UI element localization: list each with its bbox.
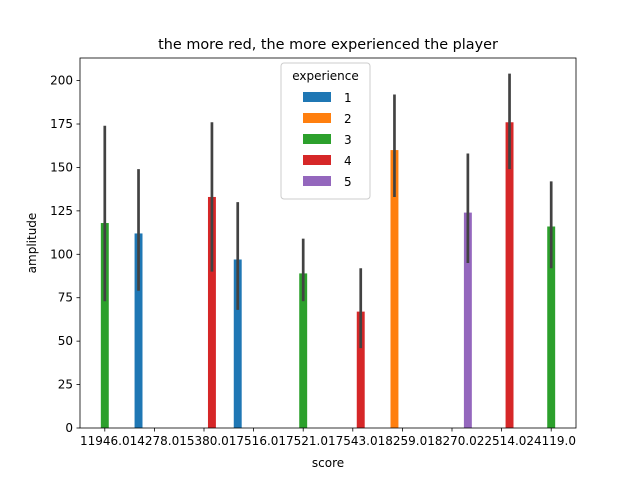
y-tick-label: 200 [50,74,73,88]
plot-frame [79,57,577,429]
legend-label: 1 [344,91,352,105]
x-tick-label: 17516.0 [229,434,279,448]
legend-swatch [303,155,331,165]
y-tick-label: 25 [58,378,73,392]
x-tick-label: 17543.0 [328,434,378,448]
legend-swatch [303,113,331,123]
y-axis-label: amplitude [25,213,39,274]
x-tick-label: 15380.0 [179,434,229,448]
legend-swatch [303,134,331,144]
y-tick-label: 50 [58,334,73,348]
legend-label: 3 [344,133,352,147]
x-tick-label: 14278.0 [130,434,180,448]
bar [356,311,365,428]
legend: experience 1 2 3 4 5 [280,62,371,200]
x-tick-label: 22514.0 [477,434,527,448]
bar [463,212,472,428]
y-tick-label: 125 [50,204,73,218]
x-tick-label: 17521.0 [278,434,328,448]
bar [233,259,242,428]
legend-label: 5 [344,175,352,189]
y-tick-label: 175 [50,117,73,131]
y-tick-label: 0 [65,421,73,435]
y-tick-label: 75 [58,291,73,305]
y-axis: 0 25 50 75 100 125 150 175 200 [50,74,80,435]
bar [505,122,514,428]
bar [207,196,216,428]
bar [134,233,143,428]
x-axis-label: score [312,456,344,470]
y-tick-label: 100 [50,247,73,261]
x-tick-label: 18270.0 [427,434,477,448]
bar [390,150,399,428]
y-tick-label: 150 [50,160,73,174]
legend-title: experience [292,69,359,83]
legend-label: 4 [344,154,352,168]
bar [547,226,556,428]
error-bars [103,73,553,349]
bar [299,273,308,428]
x-axis: 11946.0 14278.0 15380.0 17516.0 17521.0 17543… [80,428,576,448]
legend-label: 2 [344,112,352,126]
legend-swatch [303,92,331,102]
chart-title: the more red, the more experienced the p… [158,37,498,53]
x-tick-label: 18259.0 [378,434,428,448]
legend-swatch [303,176,331,186]
x-tick-label: 24119.0 [526,434,576,448]
bar [100,223,109,428]
bar-series [100,122,556,428]
x-tick-label: 11946.0 [80,434,130,448]
